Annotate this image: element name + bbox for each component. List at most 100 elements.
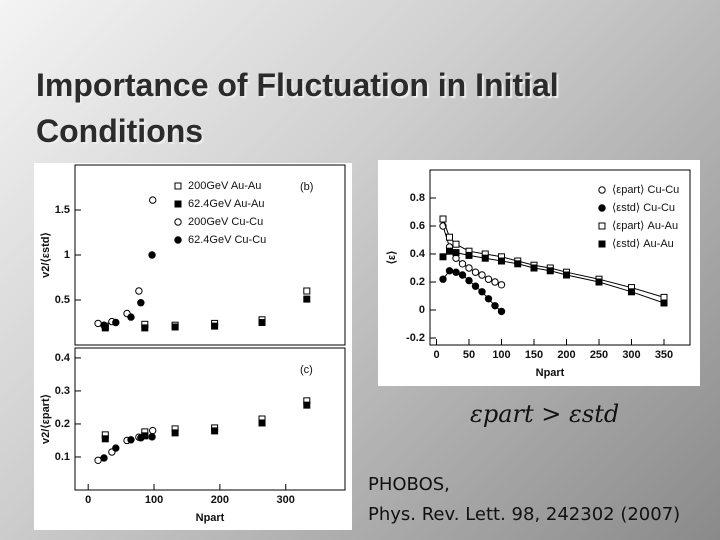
marker (137, 299, 145, 307)
marker (452, 268, 460, 276)
citation-line: PHOBOS, (368, 474, 450, 495)
x-tick-label: 200 (211, 494, 229, 506)
marker (100, 454, 108, 462)
x-tick-label: 200 (557, 349, 575, 361)
x-tick-label: 100 (492, 349, 510, 361)
formula: εpart > εstd (470, 400, 620, 428)
marker (491, 278, 499, 286)
x-tick-label: 50 (463, 349, 475, 361)
legend-marker (598, 204, 606, 212)
marker (148, 251, 156, 259)
marker (497, 307, 506, 316)
marker (595, 278, 603, 286)
y-axis-label: v2/⟨εpart⟩ (40, 394, 52, 444)
y-tick-label: 0.8 (410, 192, 425, 204)
x-tick-label: 0 (85, 494, 91, 506)
y-axis-label: ⟨ε⟩ (386, 251, 398, 265)
marker (135, 287, 143, 295)
marker (303, 287, 311, 295)
x-axis-label: Npart (536, 367, 565, 379)
marker (446, 247, 453, 255)
x-tick-label: 300 (622, 349, 640, 361)
x-tick-label: 150 (525, 349, 543, 361)
panel-label: (b) (300, 181, 313, 193)
legend-marker (174, 236, 182, 244)
legend-marker (174, 200, 182, 208)
marker (171, 323, 179, 331)
legend-label: 200GeV Cu-Cu (188, 216, 263, 228)
marker (148, 433, 156, 441)
marker (458, 271, 467, 279)
marker (452, 249, 460, 257)
marker (171, 429, 179, 437)
y-tick-label: 0.4 (55, 352, 71, 364)
marker (471, 282, 480, 290)
marker (465, 264, 473, 272)
marker (660, 299, 668, 307)
marker (303, 401, 311, 409)
y-tick-label: 1.5 (55, 204, 70, 216)
marker (458, 260, 467, 268)
x-tick-label: 350 (655, 349, 673, 361)
plot-frame (74, 347, 346, 491)
marker (258, 419, 266, 427)
marker (628, 288, 635, 296)
marker (563, 271, 570, 279)
marker (127, 436, 135, 444)
x-tick-label: 100 (145, 494, 163, 506)
title: Importance of Fluctuation in Initial Con… (36, 67, 559, 149)
legend-marker (174, 182, 182, 190)
citation-line: Phys. Rev. Lett. 98, 242302 (2007) (368, 504, 681, 525)
marker (439, 215, 447, 223)
legend-label: 62.4GeV Au-Au (188, 198, 264, 210)
legend-label: 200GeV Au-Au (188, 180, 261, 192)
legend-label: ⟨εpart⟩ Au-Au (612, 220, 678, 232)
marker (149, 426, 157, 435)
marker (484, 275, 493, 283)
marker (446, 233, 453, 241)
y-tick-label: 0.4 (410, 248, 426, 260)
y-tick-label: -0.2 (406, 332, 425, 344)
marker (484, 295, 493, 303)
marker (546, 267, 554, 275)
marker (100, 321, 108, 329)
marker (137, 434, 145, 442)
y-tick-label: 1 (64, 249, 70, 261)
x-tick-label: 300 (277, 494, 295, 506)
marker (471, 268, 480, 276)
panel-label: (c) (300, 364, 313, 376)
y-tick-label: 0.3 (55, 385, 70, 397)
marker (491, 302, 499, 310)
marker (258, 319, 266, 326)
y-axis-label: v2/⟨εstd⟩ (40, 232, 52, 278)
marker (149, 196, 157, 204)
legend-marker (598, 186, 606, 194)
marker (101, 435, 109, 443)
marker (445, 267, 454, 275)
x-tick-label: 250 (590, 349, 608, 361)
x-tick-label: 0 (433, 349, 439, 361)
marker (497, 281, 506, 289)
legend-label: 62.4GeV Cu-Cu (188, 234, 266, 246)
y-tick-label: 0.1 (55, 451, 70, 463)
marker (211, 427, 219, 435)
marker (452, 240, 460, 248)
marker (141, 324, 149, 332)
marker (439, 253, 447, 261)
y-tick-label: 0.6 (410, 220, 425, 232)
marker (94, 319, 102, 328)
marker (439, 275, 447, 283)
marker (112, 318, 120, 327)
marker (498, 257, 505, 265)
x-axis-label: Npart (196, 512, 225, 524)
marker (465, 276, 473, 285)
y-tick-label: 0.2 (410, 276, 425, 288)
marker (112, 444, 120, 452)
marker (127, 313, 135, 321)
marker (478, 288, 486, 296)
legend-label: ⟨εstd⟩ Au-Au (612, 238, 674, 250)
marker (465, 251, 473, 259)
y-tick-label: 0.2 (55, 418, 70, 430)
